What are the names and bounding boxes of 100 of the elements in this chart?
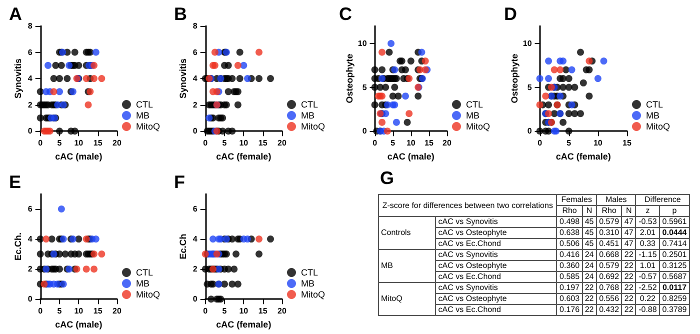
y-tick-label: 6 [192,204,198,214]
text: Controls [378,216,436,250]
y-tick-label: 0 [362,126,368,136]
legend-label: MitoQ [300,122,326,132]
text: 0.768 [596,282,622,294]
chart-title: E [9,172,22,192]
x-tick-label: 20 [278,138,287,148]
text: Rho [556,206,582,216]
text: 0.7414 [660,238,690,250]
text: cAC vs Synovitis [436,216,557,228]
text: Males [596,194,636,206]
x-tick-label: 20 [112,138,122,148]
y-tick-label: 8 [192,22,198,30]
text: 45 [582,228,596,238]
text: Z-score for differences between two correlations [378,194,557,216]
text: N [582,206,596,216]
text: 0.197 [556,282,582,294]
text: 0.692 [596,272,622,282]
x-axis-title: cAC (female) [216,320,272,330]
chart-title: C [339,4,352,24]
legend-label: MB [136,278,150,288]
x-tick-label: 15 [258,138,268,148]
text: 47 [622,228,636,238]
y-tick-label: 10 [358,39,368,48]
text: 0.451 [596,238,622,250]
text: cAC vs Ec.Chond [436,238,557,250]
y-axis-title: Ec.Ch [178,234,188,260]
x-tick-label: 0 [38,138,44,148]
legend-label: MB [646,110,660,120]
x-tick-label: 15 [93,306,103,316]
text: Rho [596,206,622,216]
text: MB [378,250,436,282]
text: cAC vs Synovitis [436,282,557,294]
text: -0.88 [636,304,660,316]
text: 0.416 [556,250,582,260]
legend-label: CTL [466,100,484,110]
text: p [660,206,690,216]
y-axis-title: Synovitis [178,58,188,99]
text: 0.0117 [660,282,690,294]
text: z [636,206,660,216]
x-axis-title: cAC (female) [556,152,611,162]
x-axis-title: cAC (female) [216,152,272,162]
x-tick-label: 20 [442,138,452,148]
text: 0.579 [596,216,622,228]
y-tick-label: 0 [28,294,33,304]
text: 0.310 [596,228,622,238]
text: Females [556,194,596,206]
x-tick-label: 20 [278,306,287,316]
text: cAC vs Synovitis [436,250,557,260]
y-tick-label: 2 [192,264,198,274]
y-tick-label: 6 [28,204,33,214]
x-axis-title: cAC (male) [387,152,434,162]
x-axis-title: cAC (male) [55,320,102,330]
text: 22 [622,260,636,272]
x-tick-label: 15 [258,306,268,316]
text: 45 [582,238,596,250]
x-tick-label: 5 [222,138,228,148]
y-tick-label: 10 [522,39,532,48]
text: cAC vs Osteophyte [436,260,557,272]
text: 0.176 [556,304,582,316]
y-axis-title: Osteophyte [344,54,354,104]
chart-title: D [504,4,517,24]
x-tick-label: 15 [622,138,632,148]
x-tick-label: 20 [112,306,122,316]
x-tick-label: 5 [566,138,572,148]
x-tick-label: 5 [57,306,62,316]
text: 24 [582,260,596,272]
text: cAC vs Ec.Chond [436,304,557,316]
text: 0.432 [596,304,622,316]
text: 0.8259 [660,294,690,304]
y-tick-label: 5 [527,82,532,92]
text: 24 [582,272,596,282]
x-tick-label: 0 [38,306,44,316]
x-tick-label: 15 [93,138,103,148]
text: cAC vs Osteophyte [436,228,557,238]
text: 22 [622,250,636,260]
x-tick-label: 5 [390,138,396,148]
legend-label: MB [300,110,314,120]
chart-title: B [174,4,187,24]
legend-label: MB [466,110,480,120]
y-tick-label: 0 [28,126,33,136]
legend-label: MB [136,110,150,120]
text: Difference [636,194,690,206]
y-tick-label: 4 [28,74,33,84]
y-tick-label: 2 [28,264,33,274]
legend-label: MitoQ [466,122,490,132]
text: MitoQ [378,282,436,316]
y-axis-title: Synovitis [12,58,23,99]
chart-title: A [9,4,22,24]
text: 47 [622,216,636,228]
x-tick-label: 10 [239,306,249,316]
legend-label: CTL [300,268,318,278]
text: 0.638 [556,228,582,238]
x-tick-label: 5 [222,306,228,316]
y-tick-label: 2 [192,100,198,110]
x-tick-label: 0 [372,138,378,148]
chart-title: F [174,172,185,192]
x-tick-label: 10 [74,306,84,316]
legend-label: MitoQ [136,122,160,132]
text: 2.01 [636,228,660,238]
